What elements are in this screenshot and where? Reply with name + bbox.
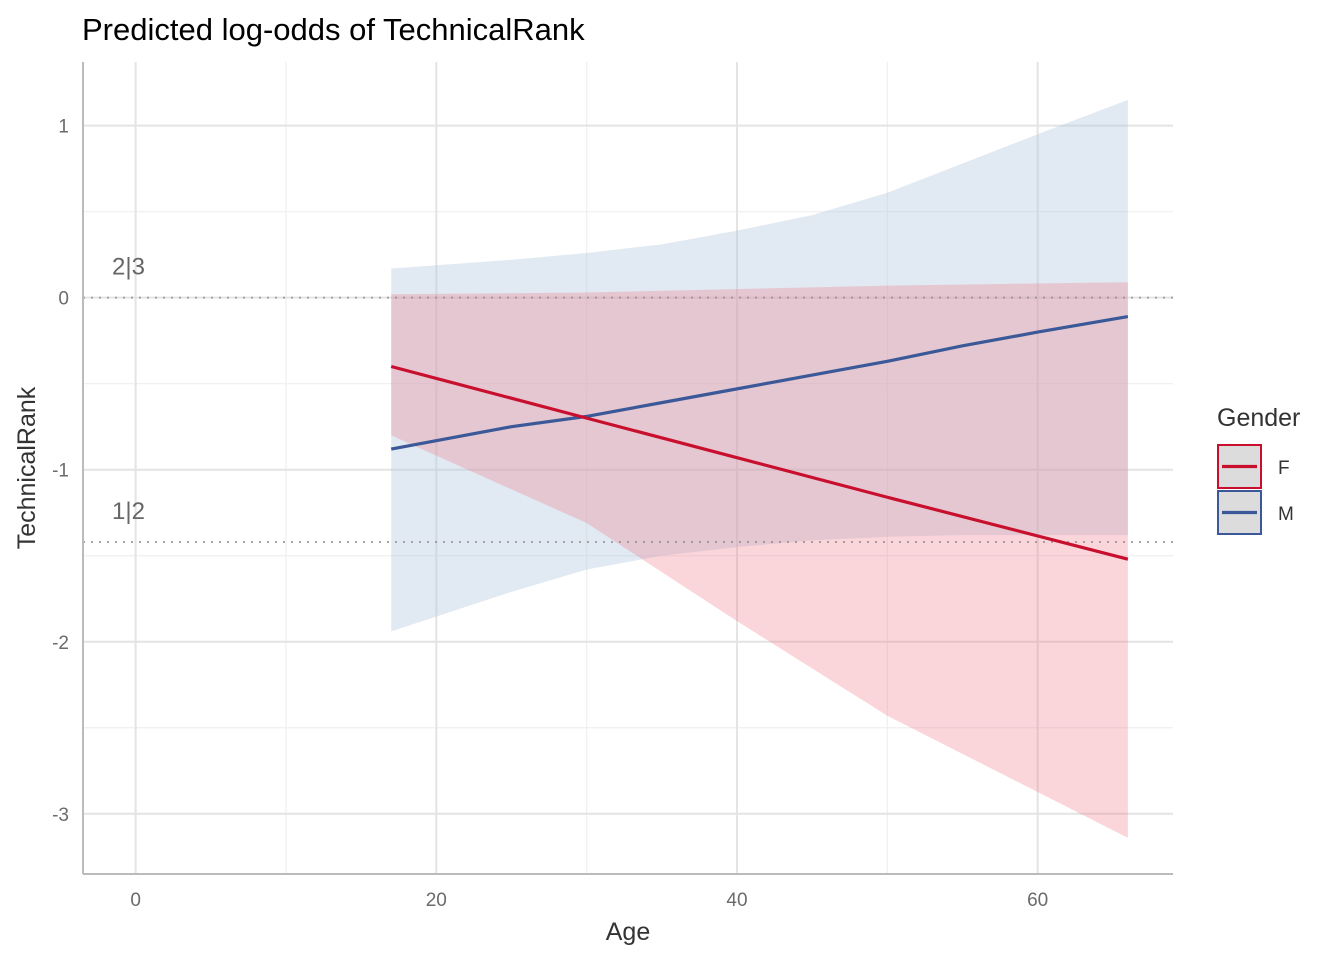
legend-item-f: F: [1217, 444, 1290, 489]
x-tick-label: 40: [726, 890, 747, 911]
series-lines: [390, 315, 1129, 561]
chart-title: Predicted log-odds of TechnicalRank: [82, 12, 585, 47]
y-tick-label: -1: [52, 461, 69, 482]
y-tick-label: 0: [58, 289, 69, 310]
threshold-label-1: 2|3: [112, 254, 145, 281]
threshold-labels: 2|3 1|2: [112, 254, 145, 525]
legend-label-m: M: [1278, 504, 1294, 525]
threshold-label-2: 1|2: [112, 498, 145, 525]
threshold-lines: [83, 296, 1173, 543]
legend-label-f: F: [1278, 458, 1290, 479]
confidence-bands: [391, 99, 1128, 838]
series-line-m: [390, 315, 1129, 451]
band-m: [391, 99, 1128, 632]
y-tick-label: -3: [52, 805, 69, 826]
y-tick-label: -2: [52, 633, 69, 654]
x-tick-label: 60: [1027, 890, 1048, 911]
x-tick-labels: 0 20 40 60: [130, 890, 1048, 911]
x-tick-label: 20: [426, 890, 447, 911]
y-axis-title: TechnicalRank: [13, 386, 41, 549]
y-tick-label: 1: [58, 117, 69, 138]
x-axis-title: Age: [606, 918, 650, 946]
y-tick-labels: 1 0 -1 -2 -3: [52, 117, 69, 826]
series-line-f: [390, 364, 1129, 561]
band-f: [391, 282, 1128, 838]
x-tick-label: 0: [130, 890, 141, 911]
legend-item-m: M: [1217, 490, 1294, 535]
legend: Gender F M: [1217, 404, 1300, 535]
minor-gridlines: [83, 62, 1173, 874]
legend-title: Gender: [1217, 404, 1300, 432]
